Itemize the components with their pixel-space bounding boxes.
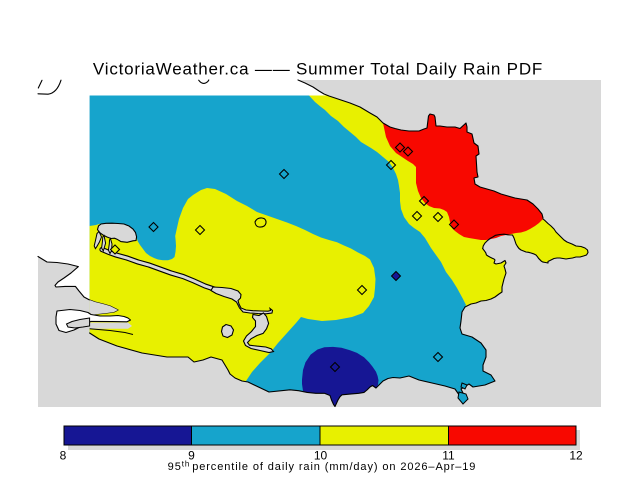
- svg-text:9: 9: [188, 449, 195, 463]
- svg-text:8: 8: [60, 449, 67, 463]
- svg-text:11: 11: [442, 449, 455, 463]
- svg-text:VictoriaWeather.ca —— Summer T: VictoriaWeather.ca —— Summer Total Daily…: [93, 60, 543, 79]
- svg-text:10: 10: [314, 449, 328, 463]
- svg-text:12: 12: [569, 449, 583, 463]
